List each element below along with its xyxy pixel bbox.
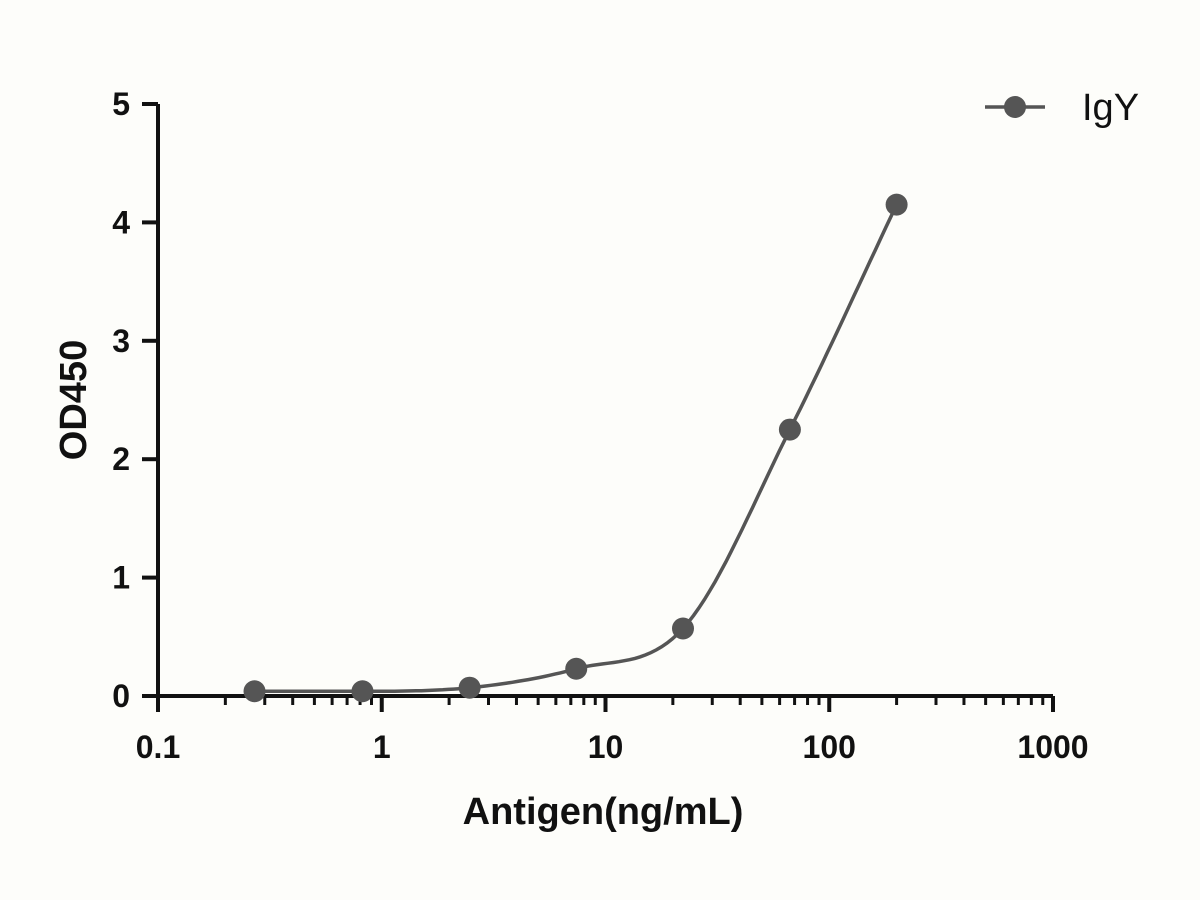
- y-tick-label: 2: [112, 441, 130, 477]
- y-tick-label: 5: [112, 86, 130, 122]
- legend: IgY: [985, 87, 1139, 129]
- y-tick-label: 0: [112, 678, 130, 714]
- legend-label: IgY: [1082, 87, 1139, 129]
- x-axis-title: Antigen(ng/mL): [463, 791, 744, 833]
- data-point: [885, 193, 908, 216]
- y-ticks: 0 1 2 3 4 5: [112, 86, 158, 714]
- axes: [142, 104, 1053, 698]
- data-point: [243, 680, 266, 703]
- plot-area: [243, 193, 908, 703]
- y-axis-title: OD450: [53, 340, 95, 460]
- legend-marker: [1004, 96, 1026, 118]
- data-point: [565, 657, 588, 680]
- fit-curve: [254, 203, 899, 694]
- data-point: [458, 676, 481, 699]
- y-tick-label: 4: [112, 204, 130, 240]
- data-point: [778, 418, 801, 441]
- y-tick-label: 3: [112, 323, 130, 359]
- x-tick-label: 1000: [1017, 729, 1088, 765]
- x-ticks: 0.1 1 10 100 1000: [136, 696, 1089, 765]
- x-tick-label: 100: [803, 729, 856, 765]
- x-tick-label: 10: [588, 729, 624, 765]
- x-tick-label: 1: [373, 729, 391, 765]
- data-point: [351, 680, 374, 703]
- y-tick-label: 1: [112, 560, 130, 596]
- data-point: [671, 617, 694, 640]
- x-tick-label: 0.1: [136, 729, 180, 765]
